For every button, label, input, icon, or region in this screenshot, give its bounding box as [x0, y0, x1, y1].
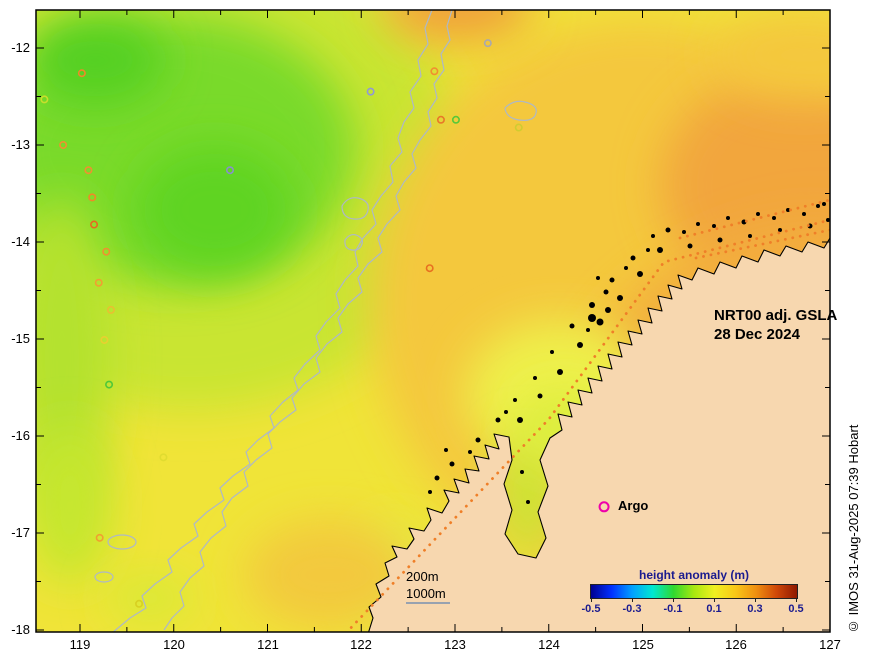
credit-text: © IMOS 31-Aug-2025 07:39 Hobart [846, 424, 861, 634]
x-tick-label: 124 [538, 637, 560, 652]
y-tick-label: -13 [11, 137, 30, 152]
colorbar: height anomaly (m) -0.5 -0.3 -0.1 0.1 0.… [582, 568, 804, 616]
platform-marker [77, 69, 86, 78]
colorbar-tick-label: -0.1 [663, 603, 683, 615]
y-tick-label: -14 [11, 234, 30, 249]
isobath-1000m-label: 1000m [406, 586, 446, 601]
platform-marker [106, 305, 115, 314]
platform-marker [425, 264, 434, 273]
platform-marker [226, 166, 235, 175]
axis-ticks [36, 10, 831, 632]
platform-marker [90, 220, 99, 229]
colorbar-tick-label: 0.1 [706, 603, 722, 615]
colorbar-gradient [590, 584, 798, 599]
y-tick-label: -16 [11, 428, 30, 443]
x-tick-label: 123 [444, 637, 466, 652]
platform-marker [451, 115, 460, 124]
colorbar-tick [673, 599, 674, 602]
platform-markers [40, 39, 523, 608]
isobath-200m-label: 200m [406, 569, 439, 584]
platform-marker [366, 87, 375, 96]
x-tick-label: 119 [69, 637, 91, 652]
bathymetry-contours [94, 10, 537, 632]
argo-float-marker [598, 501, 610, 513]
platform-marker [105, 380, 114, 389]
colorbar-title: height anomaly (m) [638, 568, 749, 582]
platform-marker [95, 533, 104, 542]
platform-marker [436, 115, 445, 124]
plot-title-block: NRT00 adj. GSLA 28 Dec 2024 [714, 306, 837, 344]
colorbar-tick-label: -0.5 [581, 603, 601, 615]
platform-marker [430, 67, 439, 76]
platform-marker [88, 193, 97, 202]
platform-marker [135, 599, 144, 608]
isobath-line-sample [406, 602, 450, 604]
isobath-legend: 200m 1000m [406, 568, 446, 602]
colorbar-tick [591, 599, 592, 602]
argo-label: Argo [618, 498, 649, 513]
plot-title: NRT00 adj. GSLA [714, 307, 838, 324]
colorbar-tick [714, 599, 715, 602]
islands [428, 202, 830, 504]
platform-marker [514, 123, 523, 132]
x-tick-label: 120 [163, 637, 185, 652]
colorbar-tick [796, 599, 797, 602]
coastline-land [368, 237, 830, 632]
platform-marker [100, 335, 109, 344]
platform-marker [94, 278, 103, 287]
platform-marker [40, 95, 49, 104]
platform-marker [483, 39, 492, 48]
platform-marker [102, 247, 111, 256]
y-tick-label: -18 [11, 622, 30, 637]
x-tick-label: 126 [725, 637, 747, 652]
x-tick-label: 125 [632, 637, 654, 652]
colorbar-tick-label: 0.3 [747, 603, 763, 615]
altimeter-track-dotted [345, 198, 830, 632]
colorbar-tick-label: -0.3 [622, 603, 642, 615]
colorbar-tick-label: 0.5 [788, 603, 804, 615]
plot-frame [35, 9, 831, 633]
y-tick-label: -15 [11, 331, 30, 346]
y-tick-label: -12 [11, 40, 30, 55]
x-tick-label: 122 [350, 637, 372, 652]
y-tick-label: -17 [11, 525, 30, 540]
platform-marker [84, 166, 93, 175]
colorbar-tick [755, 599, 756, 602]
x-tick-label: 121 [257, 637, 279, 652]
x-tick-label: 127 [819, 637, 841, 652]
platform-marker [159, 453, 168, 462]
colorbar-tick [632, 599, 633, 602]
plot-date: 28 Dec 2024 [714, 326, 800, 343]
platform-marker [59, 141, 68, 150]
